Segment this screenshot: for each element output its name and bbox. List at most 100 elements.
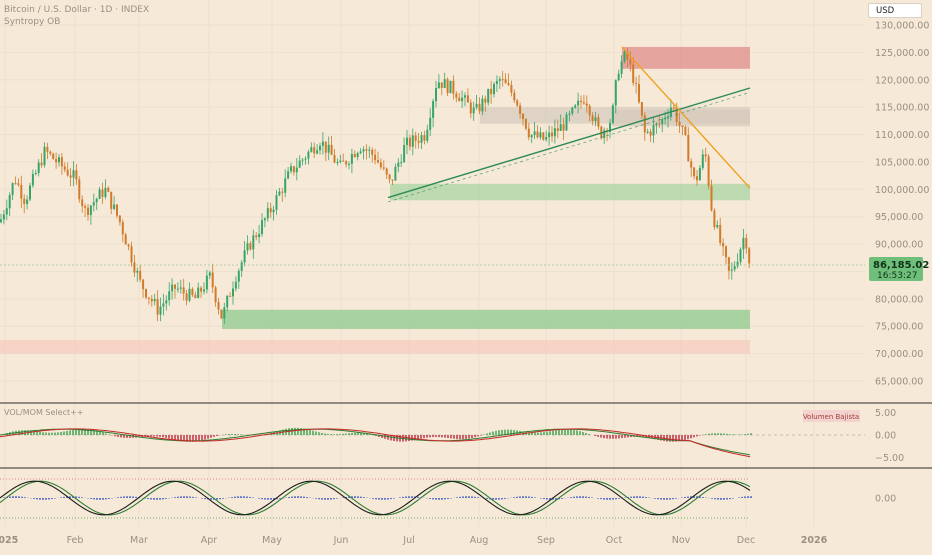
candle-body	[299, 161, 301, 168]
panel2-bar	[381, 498, 383, 500]
panel1-tick: 5.00	[875, 408, 896, 419]
currency-selector[interactable]: USD	[868, 3, 922, 18]
candle-body	[316, 150, 318, 153]
panel1-bar	[165, 435, 167, 438]
panel1-bar	[297, 428, 299, 435]
candle-body	[116, 205, 118, 216]
panel2-bar	[129, 496, 131, 498]
panel1-bar	[354, 433, 356, 435]
panel1-bar	[618, 435, 620, 438]
panel1-bar	[744, 434, 746, 435]
candle-body	[490, 89, 492, 94]
candle-body	[41, 163, 43, 166]
candle-body	[223, 307, 225, 318]
panel2-bar	[642, 497, 644, 498]
panel2-bar	[645, 497, 647, 498]
candle-body	[244, 250, 246, 262]
candle-body	[252, 235, 254, 249]
panel1-bar	[201, 435, 203, 440]
panel1-bar	[600, 435, 602, 438]
candle-body	[168, 291, 170, 300]
candle-body	[307, 152, 309, 159]
panel1-bar	[615, 435, 617, 439]
panel2-bar	[108, 498, 110, 499]
panel2-bar	[666, 498, 668, 500]
panel1-bar	[723, 434, 725, 435]
candle-body	[696, 176, 698, 180]
panel1-bar	[468, 435, 470, 439]
panel1-bar	[336, 434, 338, 435]
panel1-bar	[156, 435, 158, 437]
panel2-bar	[597, 498, 599, 499]
panel2-bar	[294, 496, 296, 498]
candle-body	[23, 199, 25, 204]
panel2-bar	[543, 498, 545, 499]
candle-body	[0, 219, 2, 222]
panel2-bar	[585, 497, 587, 498]
panel2-bar	[192, 497, 194, 498]
panel1-bar	[66, 431, 68, 435]
panel2-bar	[474, 497, 476, 498]
candle-body	[310, 147, 312, 151]
panel2-bar	[51, 498, 53, 499]
candle-body	[699, 168, 701, 180]
panel1-bar	[720, 433, 722, 435]
panel2-bar	[438, 498, 440, 500]
panel1-bar	[324, 433, 326, 435]
panel2-bar	[12, 496, 14, 498]
candle-body	[505, 79, 507, 83]
panel2-bar	[531, 497, 533, 498]
candle-body	[455, 94, 457, 98]
panel2-bar	[723, 498, 725, 500]
candle-body	[55, 159, 57, 162]
candle-body	[322, 142, 324, 146]
candle-body	[403, 145, 405, 162]
panel2-bar	[165, 498, 167, 499]
candle-body	[191, 289, 193, 295]
panel1-bar	[450, 435, 452, 438]
panel2-bar	[237, 496, 239, 498]
panel2-bar	[378, 498, 380, 500]
indicator-name: Syntropy OB	[4, 17, 60, 27]
candle-body	[113, 205, 115, 209]
candle-body	[502, 79, 504, 80]
candle-body	[534, 131, 536, 135]
candle-body	[740, 249, 742, 261]
candle-body	[371, 150, 373, 155]
candle-body	[421, 135, 423, 143]
panel2-bar	[630, 497, 632, 498]
panel1-bar	[561, 430, 563, 435]
panel1-bar	[582, 432, 584, 435]
candle-body	[99, 190, 101, 199]
panel2-bar	[639, 496, 641, 498]
candle-body	[722, 243, 724, 246]
candle-body	[583, 102, 585, 103]
panel2-bar	[204, 498, 206, 499]
candle-body	[551, 133, 553, 137]
y-tick-label: 95,000.00	[875, 212, 923, 223]
panel1-bar	[330, 434, 332, 435]
candle-body	[377, 160, 379, 162]
panel2-bar	[333, 498, 335, 499]
panel1-bar	[714, 433, 716, 435]
candle-body	[249, 243, 251, 249]
y-tick-label: 105,000.00	[875, 157, 929, 168]
candle-body	[78, 179, 80, 199]
candle-body	[270, 208, 272, 212]
panel1-bar	[39, 432, 41, 435]
candle-body	[380, 162, 382, 167]
panel2-bar	[3, 497, 5, 498]
panel2-bar	[390, 498, 392, 499]
candle-body	[548, 133, 550, 138]
panel2-bar	[354, 496, 356, 498]
panel2-bar	[618, 498, 620, 499]
candle-body	[484, 99, 486, 103]
panel2-bar	[327, 498, 329, 500]
panel2-bar	[411, 496, 413, 498]
panel2-bar	[93, 498, 95, 499]
panel2-bar	[9, 496, 11, 498]
candle-body	[412, 135, 414, 146]
candle-body	[139, 271, 141, 280]
zone-demand	[222, 310, 750, 329]
